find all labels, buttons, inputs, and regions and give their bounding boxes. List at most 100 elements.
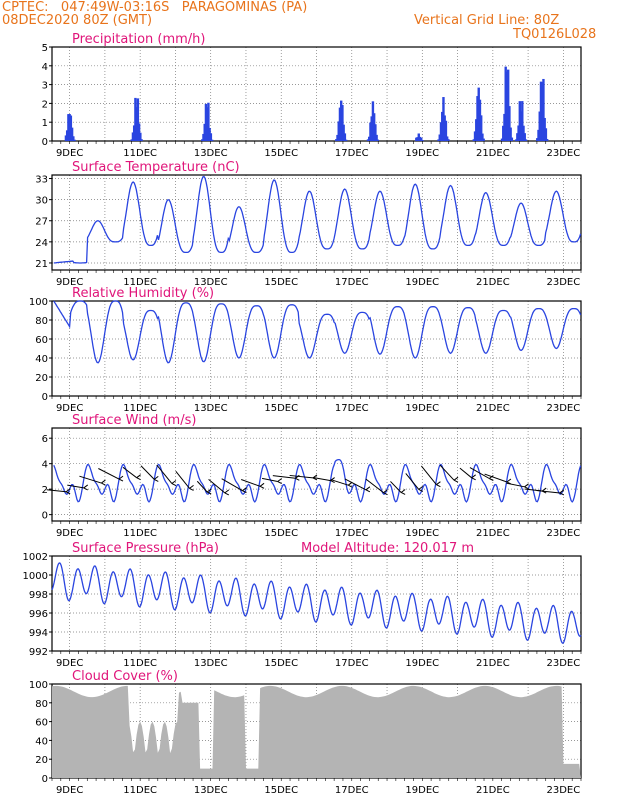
x-tick-label: 21DEC: [476, 148, 510, 159]
precip-bar: [135, 107, 138, 141]
wind-arrow-head: [559, 489, 565, 496]
x-tick-label: 23DEC: [546, 148, 580, 159]
precip-bar: [514, 139, 518, 141]
precip-bar: [472, 139, 475, 141]
date-line: 08DEC2020 80Z (GMT): [2, 13, 153, 28]
x-tick-label: 19DEC: [405, 403, 439, 414]
precip-bar: [542, 78, 545, 141]
precip-bar: [134, 97, 137, 141]
y-tick-label: 4: [42, 62, 48, 73]
y-tick-label: 20: [35, 755, 48, 766]
precip-bar: [510, 137, 514, 141]
precip-bar: [130, 139, 133, 141]
wind-arrow: [312, 476, 331, 482]
wind-arrow: [175, 470, 190, 489]
wind-arrow: [289, 474, 314, 479]
wind-arrow-head: [136, 474, 141, 481]
precip-bar: [208, 127, 211, 141]
wind-arrow-head: [471, 474, 476, 481]
y-tick-label: 2: [42, 99, 48, 110]
precip-bar: [132, 125, 136, 141]
wind-arrow-head: [101, 479, 106, 486]
y-tick-label: 2: [42, 485, 48, 496]
x-tick-label: 19DEC: [405, 658, 439, 669]
pressure-line: [51, 562, 582, 644]
x-tick-label: 19DEC: [405, 785, 439, 796]
panel-frame: [51, 427, 582, 522]
wind-arrow-head: [171, 480, 177, 486]
precip-bar: [503, 113, 506, 141]
x-tick-label: 11DEC: [123, 148, 157, 159]
precip-bar: [442, 97, 445, 141]
wind-arrow: [459, 467, 472, 479]
x-tick-label: 9DEC: [56, 277, 83, 288]
x-tick-label: 9DEC: [56, 403, 83, 414]
x-tick-label: 15DEC: [264, 658, 298, 669]
x-tick-label: 13DEC: [194, 785, 228, 796]
wind-arrow-head: [277, 478, 283, 484]
y-tick-label: 5: [42, 43, 48, 54]
x-tick-label: 15DEC: [264, 785, 298, 796]
wind-arrow: [196, 480, 208, 493]
precip-bar: [523, 133, 526, 141]
y-tick-label: 4: [42, 460, 48, 471]
precip-bar: [543, 117, 546, 141]
wind-arrow-head: [453, 476, 459, 483]
panel-title: Surface Temperature (nC): [72, 160, 240, 175]
precip-bar: [537, 129, 540, 141]
precip-bar: [437, 139, 440, 141]
wind-arrow-head: [153, 475, 159, 482]
wind-arrow: [390, 481, 402, 493]
precip-bar: [418, 136, 422, 141]
precip-bar: [67, 114, 70, 141]
precip-bar: [444, 120, 448, 141]
y-tick-label: 996: [29, 609, 48, 620]
wind-arrow-head: [541, 487, 547, 494]
precip-bar: [207, 102, 210, 141]
x-tick-label: 15DEC: [264, 528, 298, 539]
wind-arrow-head: [206, 488, 212, 495]
y-tick-label: 40: [35, 736, 48, 747]
precip-bar: [210, 139, 214, 141]
x-tick-label: 9DEC: [56, 785, 83, 796]
x-tick-label: 11DEC: [123, 658, 157, 669]
wind-arrow: [221, 478, 243, 492]
wind-arrow: [506, 482, 525, 488]
precip-bar: [481, 133, 484, 141]
panel-title: Cloud Cover (%): [72, 669, 178, 684]
wind-arrow: [67, 484, 84, 489]
precip-bar: [344, 139, 348, 141]
precip-bar: [417, 133, 420, 141]
y-tick-label: 20: [35, 373, 48, 384]
precip-bar: [338, 107, 342, 141]
y-tick-label: 27: [35, 217, 48, 228]
panel-title: Precipitation (mm/h): [72, 32, 205, 47]
precip-bar: [447, 139, 450, 141]
precip-bar: [500, 138, 504, 141]
model-code: TQ0126L028: [513, 27, 597, 42]
precip-bar: [517, 125, 520, 141]
precip-bar: [209, 133, 213, 141]
precip-bar: [366, 139, 370, 141]
y-tick-label: 33: [35, 175, 48, 186]
precip-bar: [369, 122, 372, 141]
x-tick-label: 23DEC: [546, 785, 580, 796]
precip-bar: [131, 132, 135, 141]
wind-arrow: [439, 464, 455, 481]
wind-arrow-head: [489, 475, 494, 481]
precip-bar: [339, 100, 343, 141]
precip-bar: [72, 136, 75, 141]
x-tick-label: 13DEC: [194, 277, 228, 288]
panel-frame: [51, 46, 582, 142]
wind-arrow: [79, 475, 102, 484]
y-tick-label: 1002: [23, 552, 48, 563]
precip-bar: [482, 138, 485, 141]
precip-bar: [376, 139, 380, 141]
precip-bar: [536, 138, 539, 141]
panel-title: Surface Wind (m/s): [72, 413, 196, 428]
precip-bar: [342, 124, 345, 141]
precip-bar: [341, 105, 344, 141]
x-tick-label: 19DEC: [405, 148, 439, 159]
x-tick-label: 9DEC: [56, 528, 83, 539]
